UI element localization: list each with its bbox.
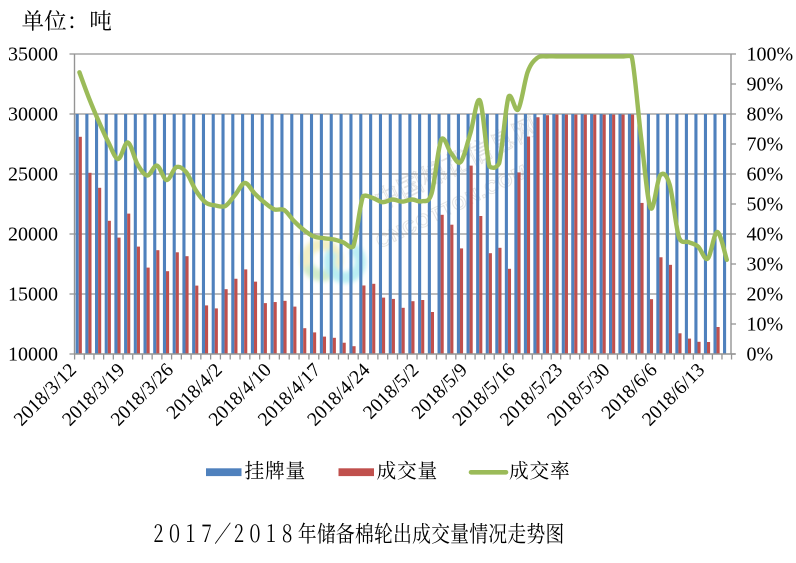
svg-text:20000: 20000 [8, 224, 58, 246]
svg-text:40%: 40% [747, 224, 784, 246]
svg-text:25000: 25000 [8, 164, 58, 186]
svg-text:20%: 20% [747, 284, 784, 306]
svg-text:10000: 10000 [8, 344, 58, 366]
svg-text:30000: 30000 [8, 104, 58, 126]
svg-text:60%: 60% [747, 164, 784, 186]
svg-text:50%: 50% [747, 194, 784, 216]
svg-text:15000: 15000 [8, 284, 58, 306]
svg-text:35000: 35000 [8, 44, 58, 66]
svg-text:10%: 10% [747, 314, 784, 336]
svg-text:90%: 90% [747, 74, 784, 96]
svg-text:70%: 70% [747, 134, 784, 156]
svg-text:80%: 80% [747, 104, 784, 126]
svg-text:0%: 0% [747, 344, 774, 366]
svg-text:100%: 100% [747, 44, 794, 66]
svg-text:30%: 30% [747, 254, 784, 276]
